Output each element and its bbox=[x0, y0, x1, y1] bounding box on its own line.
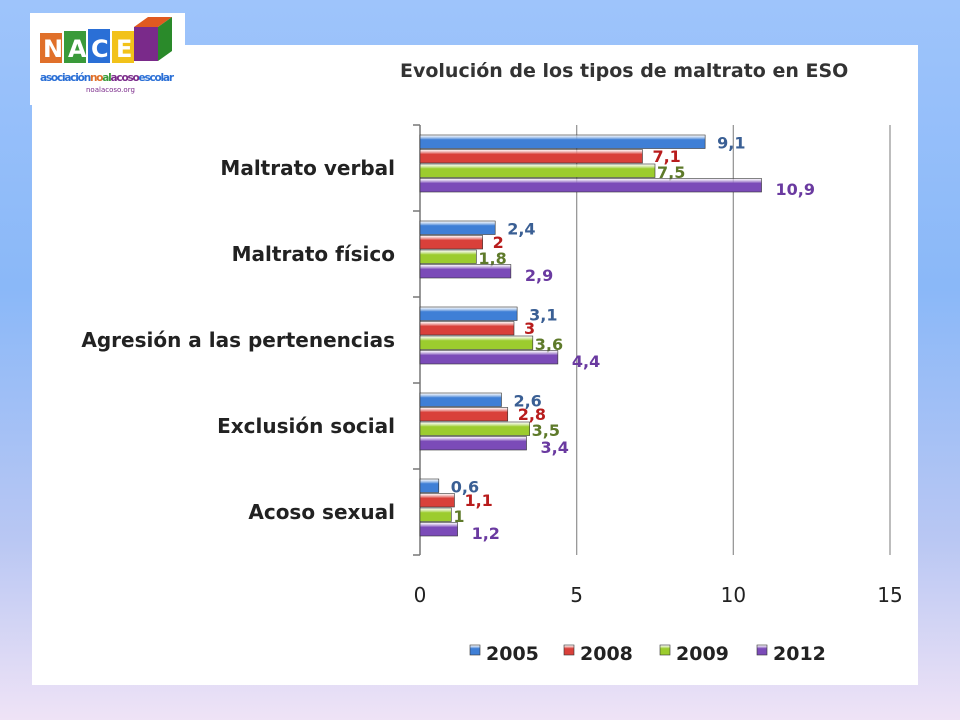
bar-2012 bbox=[419, 350, 559, 365]
data-label: 4,4 bbox=[572, 352, 600, 371]
legend-marker-2009 bbox=[659, 644, 671, 656]
bar-2005 bbox=[419, 134, 706, 149]
data-label: 1,8 bbox=[478, 249, 506, 268]
legend-marker-2008 bbox=[563, 644, 575, 656]
data-label: 3,5 bbox=[532, 421, 560, 440]
bar-2009 bbox=[419, 421, 530, 436]
bar-2009 bbox=[419, 249, 477, 264]
bar-2009 bbox=[419, 335, 534, 350]
bar-2008 bbox=[419, 493, 455, 508]
bar-2012 bbox=[419, 436, 527, 451]
data-label: 1,2 bbox=[472, 524, 500, 543]
bar-2012 bbox=[419, 178, 762, 193]
legend-label: 2012 bbox=[773, 643, 826, 665]
data-label: 3,4 bbox=[541, 438, 569, 457]
nace-logo: N A C E asociaciónnoalacosoescolar noala… bbox=[30, 13, 185, 105]
bar-2008 bbox=[419, 407, 509, 422]
data-label: 3,1 bbox=[529, 305, 557, 324]
bar-2012 bbox=[419, 264, 512, 279]
bar-2009 bbox=[419, 507, 452, 522]
category-label: Maltrato físico bbox=[232, 242, 395, 266]
data-label: 7,1 bbox=[652, 147, 680, 166]
data-label: 0,6 bbox=[451, 477, 479, 496]
data-label: 3,6 bbox=[535, 335, 563, 354]
svg-text:noalacoso.org: noalacoso.org bbox=[86, 86, 135, 94]
x-tick-label: 15 bbox=[877, 583, 902, 607]
category-label: Agresión a las pertenencias bbox=[81, 328, 395, 352]
data-label: 10,9 bbox=[776, 180, 815, 199]
legend-marker-2012 bbox=[756, 644, 768, 656]
svg-text:asociaciónnoalacosoescolar: asociaciónnoalacosoescolar bbox=[40, 72, 175, 84]
bar-2009 bbox=[419, 163, 656, 178]
svg-text:E: E bbox=[116, 35, 132, 63]
data-label: 9,1 bbox=[717, 133, 745, 152]
data-label: 7,5 bbox=[657, 163, 685, 182]
bar-2005 bbox=[419, 478, 440, 493]
category-label: Maltrato verbal bbox=[220, 156, 395, 180]
bar-2012 bbox=[419, 522, 458, 537]
chart-title: Evolución de los tipos de maltrato en ES… bbox=[400, 60, 849, 82]
category-label: Exclusión social bbox=[217, 414, 395, 438]
data-label: 2,6 bbox=[513, 391, 541, 410]
legend-marker-2005 bbox=[469, 644, 481, 656]
svg-text:N: N bbox=[43, 35, 63, 63]
data-label: 1 bbox=[453, 507, 464, 526]
bar-2008 bbox=[419, 235, 483, 250]
bar-2008 bbox=[419, 149, 643, 164]
svg-text:A: A bbox=[68, 35, 87, 63]
svg-text:C: C bbox=[91, 35, 109, 63]
data-label: 2,4 bbox=[507, 219, 535, 238]
data-label: 2,8 bbox=[518, 405, 546, 424]
data-label: 3 bbox=[524, 319, 535, 338]
bar-2005 bbox=[419, 220, 496, 235]
data-label: 1,1 bbox=[464, 491, 492, 510]
data-label: 2 bbox=[493, 233, 504, 252]
legend-label: 2008 bbox=[580, 643, 633, 665]
category-label: Acoso sexual bbox=[248, 500, 395, 524]
legend-label: 2009 bbox=[676, 643, 729, 665]
legend-label: 2005 bbox=[486, 643, 539, 665]
bar-2008 bbox=[419, 321, 515, 336]
bar-2005 bbox=[419, 306, 518, 321]
data-label: 2,9 bbox=[525, 266, 553, 285]
bar-2005 bbox=[419, 392, 502, 407]
x-tick-label: 0 bbox=[414, 583, 427, 607]
x-tick-label: 10 bbox=[721, 583, 746, 607]
x-tick-label: 5 bbox=[570, 583, 583, 607]
